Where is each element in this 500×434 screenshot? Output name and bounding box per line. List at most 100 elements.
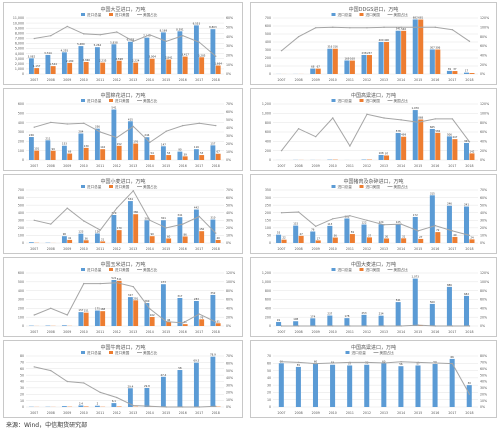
data-label: 169 (344, 56, 349, 60)
bar (361, 224, 367, 243)
line-point (83, 33, 85, 35)
y2-tick-label: 20% (480, 149, 487, 153)
y-tick-label: 1,000 (262, 112, 271, 116)
data-label: 67 (317, 65, 321, 69)
y2-tick-label: 70% (480, 361, 487, 365)
line-point (451, 118, 454, 120)
y2-tick-label: 30% (480, 386, 487, 390)
x-tick-label: 2010 (80, 330, 88, 334)
line-point (66, 380, 68, 383)
line-point (349, 27, 351, 29)
y-tick-label: 500 (18, 203, 24, 207)
y-tick-label: 200 (265, 149, 271, 153)
bar (344, 60, 350, 74)
bar (347, 365, 353, 407)
y-tick-label: 70 (20, 361, 24, 365)
data-label: 142 (469, 149, 474, 153)
bar (398, 366, 404, 407)
line-point (400, 223, 402, 225)
line-point (149, 308, 151, 310)
data-label: 170 (117, 226, 122, 230)
bar (378, 154, 384, 160)
line-point (451, 28, 454, 31)
y-tick-label: 100 (18, 234, 24, 238)
bar (127, 388, 133, 407)
x-tick-label: 2008 (295, 247, 303, 251)
bar (182, 156, 188, 160)
legend-label: 进口总量 (87, 98, 102, 103)
x-tick-label: 2012 (363, 330, 371, 334)
data-label: 253 (362, 311, 367, 315)
y-tick-label: 250 (265, 203, 271, 207)
bar (327, 48, 333, 74)
y2-tick-label: 40% (226, 376, 233, 380)
series-line (34, 282, 217, 324)
line-point (383, 325, 385, 327)
chart-title: 中国高粱进口，万吨 (351, 92, 396, 99)
x-tick-label: 2013 (129, 164, 137, 168)
y-tick-label: 600 (18, 271, 24, 275)
y-tick-label: 50 (267, 369, 271, 373)
data-label: 151 (84, 309, 89, 313)
bar (78, 312, 84, 326)
line-point (383, 224, 385, 226)
x-tick-label: 2016 (179, 78, 187, 82)
x-tick-label: 2015 (162, 164, 170, 168)
legend-label: 美国占比 (394, 12, 409, 17)
data-label: 78.9 (210, 353, 216, 357)
bar (215, 65, 221, 74)
bar (215, 153, 221, 160)
x-tick-label: 2012 (113, 164, 121, 168)
data-label: 1,157 (33, 64, 41, 68)
data-label: 176 (133, 140, 138, 144)
x-tick-label: 2014 (397, 247, 405, 251)
x-tick-label: 2007 (30, 78, 38, 82)
line-point (66, 123, 68, 125)
data-label: 380 (133, 210, 138, 214)
chart-panel-soybean: 中国大豆进口，万吨 进口总量 进口美国 美国占比 0 1,000 2,000 3,000 4,0… (3, 2, 243, 85)
legend-swatch (359, 185, 364, 188)
bar (429, 128, 435, 160)
y2-tick-label: 100% (480, 26, 489, 30)
data-label: 54 (151, 151, 155, 155)
bar (160, 376, 166, 407)
data-label: 30 (385, 234, 389, 238)
bar (330, 364, 336, 407)
data-label: 370 (111, 211, 116, 215)
y-tick-label: 0 (22, 72, 24, 76)
x-tick-label: 2015 (414, 330, 422, 334)
bar (381, 363, 387, 407)
bar (50, 150, 56, 160)
x-tick-label: 2008 (47, 330, 55, 334)
x-tick-label: 2010 (329, 164, 337, 168)
legend-label: 进口总量 (87, 184, 102, 189)
x-tick-label: 2011 (346, 78, 354, 82)
y-tick-label: 200 (265, 211, 271, 215)
x-tick-label: 2012 (113, 330, 121, 334)
data-label: 69.5 (194, 359, 200, 363)
bar (67, 239, 73, 243)
legend-label: 进口美国 (115, 98, 130, 103)
data-label: 1,070 (412, 106, 420, 110)
bar (94, 233, 100, 243)
line-point (132, 40, 134, 43)
x-tick-label: 2007 (277, 78, 285, 82)
x-tick-label: 2009 (312, 78, 320, 82)
line-point (297, 128, 300, 130)
data-label: 682 (413, 15, 418, 19)
data-label: 126 (95, 229, 100, 233)
y2-tick-label: 10% (480, 399, 487, 403)
y-tick-label: 700 (18, 188, 24, 192)
bar (395, 133, 401, 160)
y-tick-label: 500 (18, 280, 24, 284)
data-label: 2.4 (79, 401, 83, 405)
y2-tick-label: 30% (226, 383, 233, 387)
bar (45, 54, 51, 74)
data-label: 68 (311, 65, 315, 69)
y2-tick-label: 40% (480, 211, 487, 215)
bar (435, 49, 441, 74)
x-tick-label: 2014 (146, 411, 154, 415)
x-tick-label: 2016 (179, 411, 187, 415)
